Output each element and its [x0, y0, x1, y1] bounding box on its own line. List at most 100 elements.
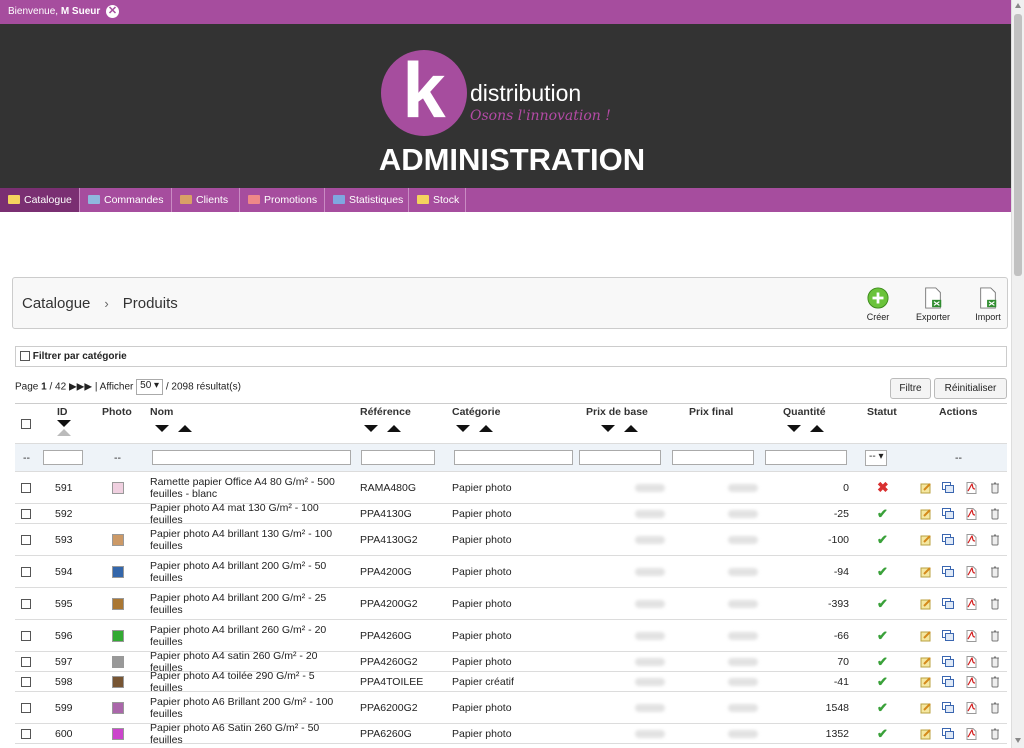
quantity-filter-input[interactable]	[765, 450, 847, 465]
table-row[interactable]: 596 Papier photo A4 brillant 260 G/m² - 2…	[15, 620, 1007, 652]
delete-icon[interactable]	[989, 728, 1001, 740]
select-all-checkbox[interactable]	[21, 418, 31, 429]
delete-icon[interactable]	[989, 508, 1001, 520]
col-id[interactable]: ID	[57, 405, 68, 418]
base-price-filter-input[interactable]	[579, 450, 661, 465]
duplicate-icon[interactable]	[942, 481, 954, 494]
product-thumbnail[interactable]	[112, 727, 124, 740]
page-scrollbar[interactable]	[1011, 0, 1024, 748]
duplicate-icon[interactable]	[942, 701, 954, 714]
col-name[interactable]: Nom	[150, 405, 174, 418]
duplicate-icon[interactable]	[942, 727, 954, 740]
row-checkbox[interactable]	[21, 482, 31, 493]
next-page-icon[interactable]: ▶	[68, 381, 77, 393]
pdf-icon[interactable]	[965, 597, 977, 610]
delete-icon[interactable]	[989, 630, 1001, 642]
edit-icon[interactable]	[920, 676, 932, 688]
pdf-icon[interactable]	[965, 481, 977, 494]
product-thumbnail[interactable]	[112, 655, 124, 668]
import-button[interactable]: Import	[968, 286, 1008, 322]
pdf-icon[interactable]	[965, 655, 977, 668]
edit-icon[interactable]	[920, 630, 932, 642]
last-page-icon[interactable]: ▶▶	[76, 381, 93, 393]
duplicate-icon[interactable]	[942, 597, 954, 610]
col-reference[interactable]: Référence	[360, 405, 411, 418]
delete-icon[interactable]	[989, 598, 1001, 610]
pdf-icon[interactable]	[965, 507, 977, 520]
sort-asc-icon[interactable]	[387, 425, 401, 432]
sort-asc-icon[interactable]	[810, 425, 824, 432]
reference-filter-input[interactable]	[361, 450, 435, 465]
product-thumbnail[interactable]	[112, 565, 124, 578]
row-checkbox[interactable]	[21, 598, 31, 609]
check-icon[interactable]: ✔	[877, 673, 888, 689]
nav-tab-commandes[interactable]: Commandes	[80, 188, 172, 212]
row-checkbox[interactable]	[21, 656, 31, 667]
edit-icon[interactable]	[920, 598, 932, 610]
nav-tab-catalogue[interactable]: Catalogue	[0, 188, 80, 212]
delete-icon[interactable]	[989, 656, 1001, 668]
delete-icon[interactable]	[989, 534, 1001, 546]
product-thumbnail[interactable]	[112, 675, 124, 688]
sort-desc-icon[interactable]	[155, 425, 169, 432]
delete-icon[interactable]	[989, 482, 1001, 494]
edit-icon[interactable]	[920, 482, 932, 494]
final-price-filter-input[interactable]	[672, 450, 754, 465]
create-button[interactable]: Créer	[858, 286, 898, 322]
sort-desc-icon[interactable]	[57, 420, 71, 427]
row-checkbox[interactable]	[21, 702, 31, 713]
duplicate-icon[interactable]	[942, 655, 954, 668]
category-filter-input[interactable]	[454, 450, 573, 465]
sort-asc-icon[interactable]	[178, 425, 192, 432]
logout-icon[interactable]: ✕	[106, 5, 119, 18]
check-icon[interactable]: ✔	[877, 505, 888, 521]
row-checkbox[interactable]	[21, 676, 31, 687]
pdf-icon[interactable]	[965, 533, 977, 546]
sort-asc-icon[interactable]	[57, 429, 71, 436]
reset-button[interactable]: Réinitialiser	[934, 378, 1007, 399]
category-filter-checkbox[interactable]	[20, 351, 30, 362]
nav-tab-statistiques[interactable]: Statistiques	[325, 188, 409, 212]
table-row[interactable]: 599 Papier photo A6 Brillant 200 G/m² - 1…	[15, 692, 1007, 724]
table-row[interactable]: 598 Papier photo A4 toilée 290 G/m² - 5 f…	[15, 670, 1007, 694]
id-filter-input[interactable]	[43, 450, 83, 465]
delete-icon[interactable]	[989, 702, 1001, 714]
sort-desc-icon[interactable]	[364, 425, 378, 432]
pdf-icon[interactable]	[965, 629, 977, 642]
duplicate-icon[interactable]	[942, 565, 954, 578]
product-thumbnail[interactable]	[112, 701, 124, 714]
table-row[interactable]: 597 Papier photo A4 satin 260 G/m² - 20 f…	[15, 650, 1007, 674]
row-checkbox[interactable]	[21, 508, 31, 519]
edit-icon[interactable]	[920, 702, 932, 714]
table-row[interactable]: 591 Ramette papier Office A4 80 G/m² - 50…	[15, 472, 1007, 504]
nav-tab-clients[interactable]: Clients	[172, 188, 240, 212]
cross-icon[interactable]: ✖	[877, 479, 889, 495]
name-filter-input[interactable]	[152, 450, 351, 465]
table-row[interactable]: 600 Papier photo A6 Satin 260 G/m² - 50 f…	[15, 722, 1007, 746]
check-icon[interactable]: ✔	[877, 725, 888, 741]
table-row[interactable]: 593 Papier photo A4 brillant 130 G/m² - 1…	[15, 524, 1007, 556]
check-icon[interactable]: ✔	[877, 531, 888, 547]
table-row[interactable]: 594 Papier photo A4 brillant 200 G/m² - 5…	[15, 556, 1007, 588]
scroll-thumb[interactable]	[1014, 14, 1022, 276]
delete-icon[interactable]	[989, 566, 1001, 578]
row-checkbox[interactable]	[21, 630, 31, 641]
duplicate-icon[interactable]	[942, 629, 954, 642]
check-icon[interactable]: ✔	[877, 653, 888, 669]
check-icon[interactable]: ✔	[877, 563, 888, 579]
pdf-icon[interactable]	[965, 727, 977, 740]
pdf-icon[interactable]	[965, 675, 977, 688]
product-thumbnail[interactable]	[112, 597, 124, 610]
check-icon[interactable]: ✔	[877, 699, 888, 715]
nav-tab-promotions[interactable]: Promotions	[240, 188, 325, 212]
col-category[interactable]: Catégorie	[452, 405, 501, 418]
sort-asc-icon[interactable]	[479, 425, 493, 432]
filter-button[interactable]: Filtre	[890, 378, 931, 399]
kdistribution-logo[interactable]: k distribution Osons l'innovation !	[381, 50, 611, 140]
scroll-up-icon[interactable]	[1015, 3, 1021, 8]
sort-desc-icon[interactable]	[601, 425, 615, 432]
duplicate-icon[interactable]	[942, 675, 954, 688]
table-row[interactable]: 592 Papier photo A4 mat 130 G/m² - 100 fe…	[15, 502, 1007, 526]
category-filter-label[interactable]: Filtrer par catégorie	[32, 351, 127, 362]
sort-asc-icon[interactable]	[624, 425, 638, 432]
